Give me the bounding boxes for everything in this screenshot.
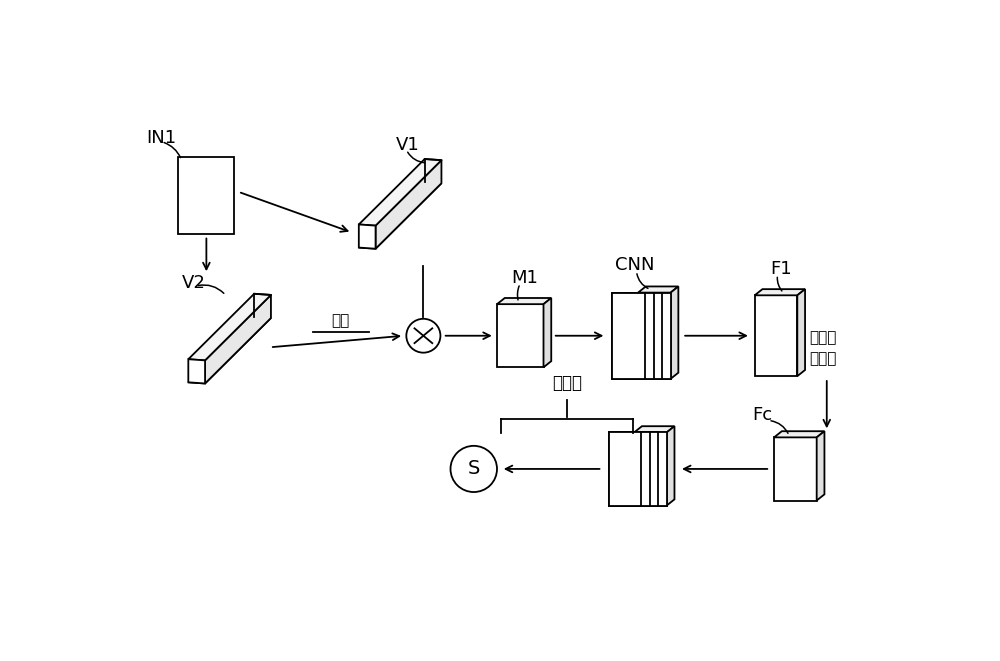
Polygon shape (626, 432, 658, 506)
Polygon shape (774, 438, 817, 500)
Polygon shape (634, 432, 667, 506)
Text: IN1: IN1 (146, 130, 176, 147)
Text: S: S (468, 459, 480, 479)
Polygon shape (617, 432, 650, 506)
Polygon shape (544, 298, 551, 368)
Polygon shape (188, 359, 205, 383)
Polygon shape (755, 289, 805, 295)
Polygon shape (497, 298, 551, 304)
Polygon shape (188, 317, 271, 383)
Polygon shape (817, 431, 824, 500)
Polygon shape (359, 182, 441, 249)
Polygon shape (634, 426, 674, 432)
Polygon shape (609, 432, 641, 506)
Text: M1: M1 (511, 268, 538, 287)
Circle shape (450, 446, 497, 492)
Polygon shape (621, 293, 654, 379)
Polygon shape (376, 160, 441, 249)
Text: F1: F1 (770, 260, 791, 278)
Polygon shape (630, 293, 662, 379)
Polygon shape (497, 304, 544, 368)
Polygon shape (797, 289, 805, 376)
Polygon shape (188, 293, 271, 360)
Text: Fc: Fc (753, 407, 773, 424)
Polygon shape (178, 157, 234, 234)
Polygon shape (626, 432, 658, 506)
Text: V1: V1 (396, 136, 420, 154)
Polygon shape (638, 293, 671, 379)
Polygon shape (630, 293, 662, 379)
Polygon shape (755, 295, 797, 376)
Polygon shape (205, 295, 271, 383)
Polygon shape (667, 426, 674, 506)
Text: 分类器: 分类器 (552, 374, 582, 392)
Polygon shape (359, 225, 376, 249)
Circle shape (406, 319, 440, 353)
Text: 多路径: 多路径 (809, 330, 836, 345)
Polygon shape (359, 159, 441, 225)
Polygon shape (609, 432, 641, 506)
Text: 损失值: 损失值 (809, 351, 836, 366)
Text: V2: V2 (182, 274, 205, 292)
Polygon shape (638, 286, 678, 293)
Text: CNN: CNN (615, 256, 654, 274)
Polygon shape (617, 432, 650, 506)
Text: 转置: 转置 (331, 313, 350, 329)
Polygon shape (612, 293, 645, 379)
Polygon shape (621, 293, 654, 379)
Polygon shape (774, 431, 824, 438)
Polygon shape (612, 293, 645, 379)
Polygon shape (638, 293, 671, 379)
Polygon shape (671, 286, 678, 379)
Polygon shape (634, 432, 667, 506)
